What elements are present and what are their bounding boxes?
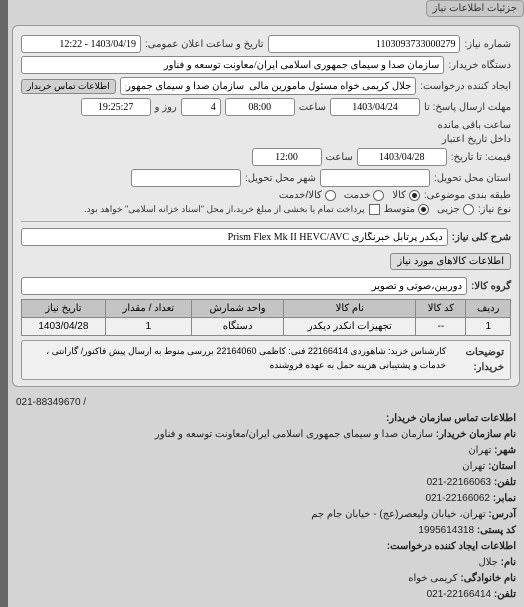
creator-input[interactable]	[120, 77, 417, 95]
td-code: --	[416, 318, 466, 336]
lot-service-radio[interactable]	[373, 190, 384, 201]
td-unit: دستگاه	[191, 318, 283, 336]
credit-line-label: داخل تاریخ اعتبار	[442, 134, 511, 145]
public-date-input[interactable]	[21, 35, 141, 53]
need-radio-group: جزیی متوسط	[384, 204, 474, 215]
th-qty: تعداد / مقدار	[105, 300, 191, 318]
c-family-label: نام خانوادگی:	[460, 573, 516, 584]
org-label: نام سازمان خریدار:	[436, 429, 516, 440]
lot-goods-service-radio[interactable]	[325, 190, 336, 201]
contact-title: اطلاعات تماس سازمان خریدار:	[16, 411, 516, 427]
remain-label: ساعت باقی مانده	[438, 120, 511, 131]
deadline-date-input[interactable]	[330, 98, 420, 116]
contact-block: 021-88349670 / اطلاعات تماس سازمان خریدا…	[8, 391, 524, 607]
c-post-label: کد پستی:	[477, 525, 516, 536]
deadline-time-input[interactable]	[225, 98, 295, 116]
group-input[interactable]	[21, 277, 467, 295]
th-name: نام کالا	[284, 300, 416, 318]
buyer-notes-box: توضیحات خریدار: کارشناس خرید: شاهوردی 22…	[21, 340, 511, 380]
req-number-input[interactable]	[268, 35, 461, 53]
days-input[interactable]	[181, 98, 221, 116]
credit-time-input[interactable]	[252, 148, 322, 166]
th-date: تاریخ نیاز	[22, 300, 106, 318]
group-label: گروه کالا:	[471, 281, 511, 292]
notes-label: توضیحات خریدار:	[452, 345, 504, 375]
contact-buyer-button[interactable]: اطلاعات تماس خریدار	[21, 79, 116, 94]
payment-checkbox[interactable]	[369, 204, 380, 215]
notes-text: کارشناس خرید: شاهوردی 22166414 فنی: کاظم…	[28, 345, 446, 375]
table-row[interactable]: 1 -- تجهیزات انکدر دیکدر دستگاه 1 1403/0…	[22, 318, 511, 336]
creator-title: اطلاعات ایجاد کننده درخواست:	[16, 539, 516, 555]
goods-table: ردیف کد کالا نام کالا واحد شمارش تعداد /…	[21, 299, 511, 336]
c-tel-label: تلفن:	[494, 477, 516, 488]
c-tel2-label: تلفن:	[494, 589, 516, 600]
phone-left: 021-88349670 /	[16, 395, 516, 411]
remain-input[interactable]	[81, 98, 151, 116]
c-name: جلال	[478, 557, 497, 568]
td-qty: 1	[105, 318, 191, 336]
city-input[interactable]	[131, 169, 241, 187]
payment-note: پرداخت تمام یا بخشی از مبلغ خرید،از محل …	[84, 204, 364, 215]
deadline-time-label: ساعت	[299, 102, 326, 113]
desc-label: شرح کلی نیاز:	[452, 232, 511, 243]
c-family: کریمی خواه	[408, 573, 457, 584]
c-tel: 22166063-021	[427, 477, 492, 488]
credit-label: قیمت: تا تاریخ:	[451, 152, 511, 163]
need-medium-radio[interactable]	[418, 204, 429, 215]
c-addr: تهران، خیابان ولیعصر(عج) - خیابان جام جم	[311, 509, 485, 520]
td-name: تجهیزات انکدر دیکدر	[284, 318, 416, 336]
panel-title: جزئیات اطلاعات نیاز	[426, 0, 524, 17]
province-input[interactable]	[320, 169, 430, 187]
c-city-label: شهر:	[494, 445, 516, 456]
lot-goods-radio[interactable]	[409, 190, 420, 201]
province-label: استان محل تحویل:	[434, 173, 511, 184]
td-date: 1403/04/28	[22, 318, 106, 336]
desc-input[interactable]	[21, 228, 448, 246]
need-certain-label: جزیی	[437, 204, 460, 215]
public-date-label: تاریخ و ساعت اعلان عمومی:	[145, 39, 264, 50]
c-addr-label: آدرس:	[488, 509, 516, 520]
days-label: روز و	[155, 102, 177, 113]
c-post: 1995614318	[418, 525, 474, 536]
c-city: تهران	[468, 445, 491, 456]
th-code: کد کالا	[416, 300, 466, 318]
c-province-label: استان:	[488, 461, 516, 472]
lot-goods-label: کالا	[392, 190, 406, 201]
org-value: سازمان صدا و سیمای جمهوری اسلامی ایران/م…	[155, 429, 433, 440]
c-tel2: 22166414-021	[427, 589, 492, 600]
credit-time-label: ساعت	[326, 152, 353, 163]
buyer-org-input[interactable]	[21, 56, 444, 74]
lot-service-label: خدمت	[344, 190, 371, 201]
need-medium-label: متوسط	[384, 204, 415, 215]
req-number-label: شماره نیاز:	[464, 39, 511, 50]
th-unit: واحد شمارش	[191, 300, 283, 318]
c-fax-label: نمابر:	[493, 493, 516, 504]
main-panel: شماره نیاز: تاریخ و ساعت اعلان عمومی: دس…	[12, 25, 520, 387]
deadline-label: مهلت ارسال پاسخ: تا	[424, 102, 511, 113]
creator-label: ایجاد کننده درخواست:	[420, 81, 511, 92]
td-row: 1	[466, 318, 511, 336]
scrollbar[interactable]	[0, 0, 8, 607]
c-name-label: نام:	[501, 557, 516, 568]
lot-radio-group: کالا خدمت کالا/خدمت	[279, 190, 420, 201]
buyer-org-label: دستگاه خریدار:	[448, 60, 511, 71]
lot-goods-service-label: کالا/خدمت	[279, 190, 322, 201]
lot-label: طبقه بندی موضوعی:	[424, 190, 511, 201]
c-fax: 22166062-021	[425, 493, 490, 504]
credit-date-input[interactable]	[357, 148, 447, 166]
c-province: تهران	[462, 461, 485, 472]
th-row: ردیف	[466, 300, 511, 318]
need-type-label: نوع نیاز:	[478, 204, 511, 215]
need-certain-radio[interactable]	[463, 204, 474, 215]
goods-info-title: اطلاعات کالاهای مورد نیاز	[390, 253, 511, 270]
city-label: شهر محل تحویل:	[245, 173, 316, 184]
